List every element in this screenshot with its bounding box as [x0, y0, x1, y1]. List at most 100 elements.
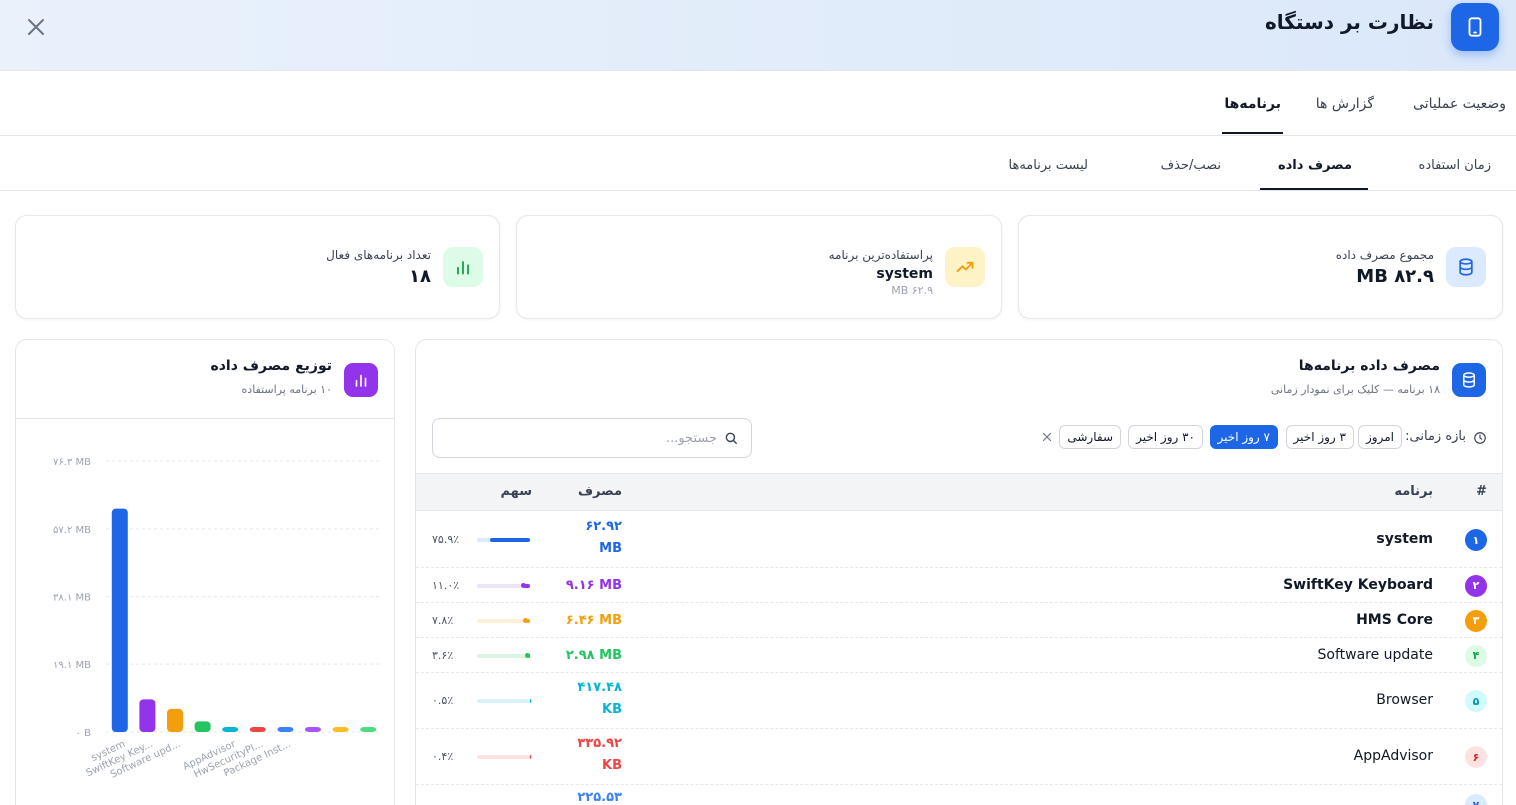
search-box — [432, 418, 752, 458]
share-percent: ۷.۸٪ — [432, 613, 454, 627]
panel-title: مصرف داده برنامه‌ها — [1298, 358, 1440, 374]
bar[interactable] — [222, 727, 239, 732]
usage-value: ۶۲.۹۲ MB — [585, 519, 622, 556]
bar-chart-icon — [344, 363, 378, 397]
rank-badge: ۵ — [1465, 690, 1487, 712]
share-bar-fill — [525, 618, 530, 623]
usage-value: ۴۱۷.۴۸ KB — [577, 680, 622, 717]
clear-icon[interactable] — [1041, 431, 1053, 443]
table-row[interactable]: ۵ Browser ۴۱۷.۴۸ KB ۰.۵٪ — [416, 673, 1502, 729]
share-percent: ۰.۴٪ — [432, 750, 454, 763]
tab-install-remove[interactable]: نصب/حذف — [1160, 158, 1221, 173]
bar[interactable] — [139, 699, 156, 732]
share-bar — [477, 583, 530, 588]
stat-card-top-app: پراستفاده‌ترین برنامه system MB ۶۲.۹ — [516, 215, 1002, 319]
bar[interactable] — [305, 727, 321, 732]
stat-value: MB ۸۲.۹ — [1356, 266, 1434, 287]
app-name: Software update — [1317, 646, 1434, 663]
tab-apps[interactable]: برنامه‌ها — [1222, 96, 1283, 134]
bar[interactable] — [332, 727, 349, 732]
y-tick-label: ۰ B — [76, 728, 92, 739]
y-tick-label: ۳۸.۱ MB — [53, 593, 91, 604]
table-row[interactable]: ۱ system ۶۲.۹۲ MB ۷۵.۹٪ — [416, 512, 1502, 568]
period-7-days[interactable]: ۷ روز اخیر — [1209, 425, 1278, 449]
app-name: system — [1376, 531, 1433, 547]
database-icon — [1446, 247, 1486, 287]
tab-operational-status[interactable]: وضعیت عملیاتی — [1413, 96, 1506, 112]
panel-subtitle: ۱۸ برنامه — کلیک برای نمودار زمانی — [1270, 383, 1440, 396]
share-percent: ۱۱.۰٪ — [432, 578, 460, 592]
rank-badge: ۲ — [1465, 574, 1487, 597]
page-title: نظارت بر دستگاه — [1264, 10, 1434, 34]
share-bar — [477, 538, 530, 542]
panel-title: توزیع مصرف داده — [210, 358, 332, 374]
share-bar-dot — [521, 583, 527, 588]
col-rank: # — [1476, 484, 1487, 499]
search-input[interactable] — [443, 428, 717, 448]
bar-chart-icon — [443, 247, 483, 287]
share-bar — [477, 653, 531, 658]
usage-value: ۶.۴۶ MB — [565, 612, 622, 628]
stat-subvalue: MB ۶۲.۹ — [891, 284, 933, 297]
tab-app-list[interactable]: لیست برنامه‌ها — [1008, 158, 1089, 173]
tab-usage-time[interactable]: زمان استفاده — [1418, 158, 1491, 173]
share-percent: ۳.۶٪ — [432, 648, 454, 662]
col-usage[interactable]: مصرف — [577, 484, 622, 499]
col-app[interactable]: برنامه — [1394, 484, 1433, 499]
share-bar — [477, 755, 530, 759]
bar[interactable] — [249, 727, 266, 732]
distribution-panel: توزیع مصرف داده ۱۰ برنامه پراستفاده ۰ B ۱… — [15, 339, 395, 805]
tab-reports[interactable]: گزارش ها — [1315, 96, 1374, 112]
bar[interactable] — [111, 508, 128, 732]
panel-subtitle: ۱۰ برنامه پراستفاده — [241, 383, 332, 396]
share-bar-dot — [522, 618, 528, 623]
share-bar — [477, 618, 530, 623]
sub-tabs: زمان استفاده مصرف داده نصب/حذف لیست برنا… — [0, 136, 1516, 191]
share-percent: ۰.۵٪ — [432, 694, 454, 707]
col-share[interactable]: سهم — [500, 484, 532, 499]
period-label: بازه زمانی: — [1405, 429, 1466, 444]
usage-value: ۳۳۵.۹۲ KB — [577, 736, 622, 773]
period-3-days[interactable]: ۳ روز اخیر — [1285, 425, 1354, 449]
period-custom[interactable]: سفارشی — [1059, 425, 1121, 449]
bar[interactable] — [194, 721, 211, 732]
stat-label: مجموع مصرف داده — [1335, 248, 1434, 262]
rank-badge: ۷ — [1465, 794, 1487, 805]
stat-value: system — [876, 266, 933, 282]
usage-value: ۹.۱۶ MB — [565, 577, 622, 593]
period-today[interactable]: امروز — [1358, 425, 1402, 449]
search-icon — [725, 432, 737, 444]
clock-icon — [1474, 432, 1486, 444]
table-header: # برنامه مصرف سهم — [416, 473, 1502, 511]
rank-badge: ۳ — [1465, 609, 1487, 632]
table-row[interactable]: ۳ HMS Core ۶.۴۶ MB ۷.۸٪ — [416, 603, 1502, 638]
bar[interactable] — [277, 727, 294, 732]
share-bar — [477, 699, 530, 703]
stat-label: تعداد برنامه‌های فعال — [326, 248, 431, 262]
share-bar-fill — [489, 538, 530, 542]
stat-label: پراستفاده‌ترین برنامه — [828, 248, 933, 262]
table-row[interactable]: ۷ ۲۲۵.۵۳ — [416, 785, 1502, 805]
bar[interactable] — [360, 727, 377, 732]
bar[interactable] — [167, 708, 183, 732]
usage-panel: مصرف داده برنامه‌ها ۱۸ برنامه — کلیک برا… — [415, 339, 1503, 805]
table-row[interactable]: ۴ Software update ۲.۹۸ MB ۳.۶٪ — [416, 638, 1502, 673]
rank-badge: ۴ — [1465, 644, 1487, 667]
app-name: HMS Core — [1356, 611, 1433, 628]
period-30-days[interactable]: ۳۰ روز اخیر — [1128, 425, 1203, 449]
rank-badge: ۱ — [1465, 529, 1487, 551]
tab-data-usage[interactable]: مصرف داده — [1259, 158, 1369, 190]
stat-card-total-usage: مجموع مصرف داده MB ۸۲.۹ — [1018, 215, 1503, 319]
table-row[interactable]: ۲ SwiftKey Keyboard ۹.۱۶ MB ۱۱.۰٪ — [416, 568, 1502, 603]
table-row[interactable]: ۶ AppAdvisor ۳۳۵.۹۲ KB ۰.۴٪ — [416, 729, 1502, 785]
stat-card-active-apps: تعداد برنامه‌های فعال ۱۸ — [15, 215, 500, 319]
rank-badge: ۶ — [1465, 746, 1487, 768]
app-name: AppAdvisor — [1353, 748, 1433, 764]
app-name: Browser — [1376, 692, 1433, 708]
close-icon[interactable] — [24, 15, 48, 39]
y-tick-label: ۵۷.۲ MB — [53, 525, 91, 536]
share-bar-dot — [525, 653, 531, 658]
trending-up-icon — [945, 247, 985, 287]
usage-value: ۲.۹۸ MB — [565, 647, 622, 663]
